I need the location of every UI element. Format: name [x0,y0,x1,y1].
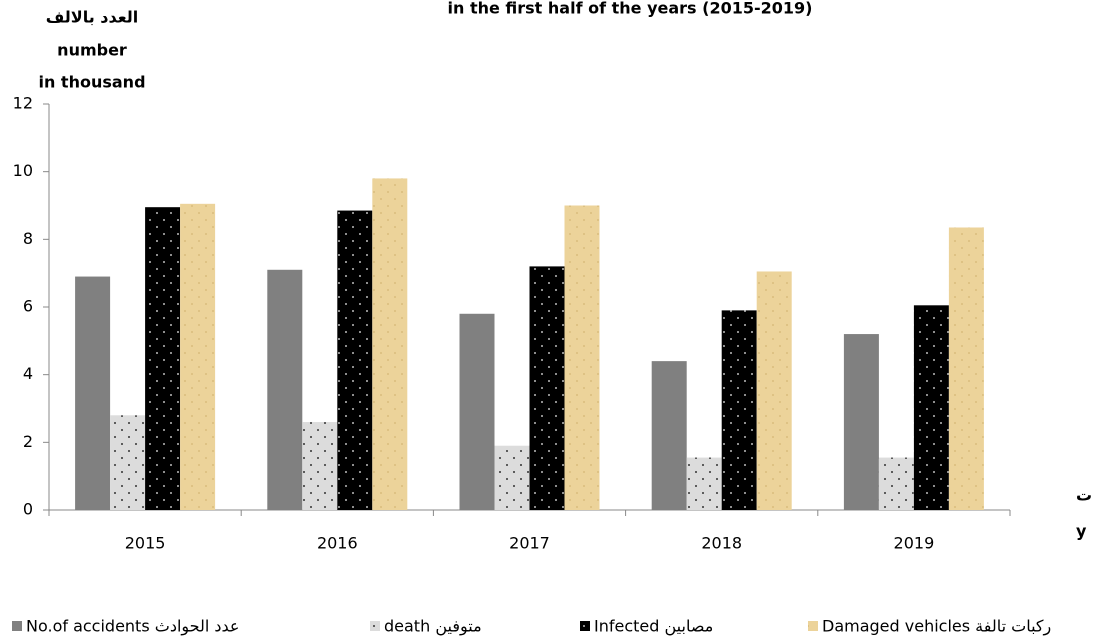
x-tick-label: 2019 [894,534,935,553]
legend-swatch [370,621,380,631]
bar [180,203,216,510]
bar [756,271,792,510]
legend-label: death متوفين [384,617,482,637]
bar [372,178,408,510]
x-tick-label: 2018 [701,534,742,553]
y-tick-label: 8 [23,229,33,248]
y-axis-label: in thousand [38,73,145,92]
bar [302,422,338,510]
legend-label: No.of accidents عدد الحوادث [26,617,239,637]
y-tick-label: 0 [23,500,33,519]
x-tick-label: 2016 [317,534,358,553]
y-tick-label: 10 [13,161,33,180]
legend-swatch [808,621,818,631]
bar [494,445,530,510]
y-tick-label: 2 [23,432,33,451]
y-axis-label: number [57,41,127,60]
bar [75,276,111,510]
y-tick-label: 4 [23,364,33,383]
bar [913,305,949,510]
bar [529,266,565,510]
y-tick-label: 6 [23,297,33,316]
bar [878,457,914,510]
bar [651,361,687,510]
bar [267,269,303,510]
legend-swatch [12,621,22,631]
x-axis-label: y [1076,522,1087,541]
bar [843,334,879,510]
x-axis-label: ت [1076,486,1092,505]
bar [145,207,181,511]
bar [948,227,984,510]
legend-label: Infected مصابين [594,617,713,637]
x-tick-label: 2017 [509,534,550,553]
bar [686,457,722,510]
legend-label: Damaged vehicles ركبات تالفة [822,617,1051,637]
chart-title: in the first half of the years (2015-201… [448,0,813,18]
y-tick-label: 12 [13,94,33,113]
bar [337,210,373,510]
bar [459,313,495,510]
bar [721,310,757,510]
bar [110,415,146,510]
bar [564,205,600,510]
x-tick-label: 2015 [125,534,166,553]
legend-swatch [580,621,590,631]
y-axis-label: العدد بالالف [46,8,139,27]
